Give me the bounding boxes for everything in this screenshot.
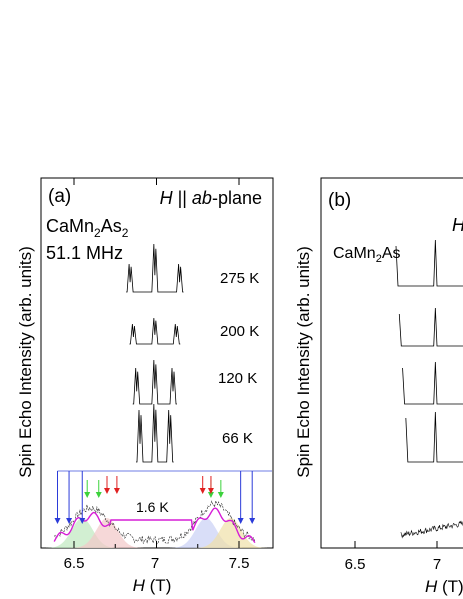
- temperature-label-66K: 66 K: [222, 430, 253, 447]
- xtick-label-7p5: 7.5: [229, 555, 250, 572]
- x-axis-label-b: H (T): [425, 577, 463, 596]
- field-direction-label: H || ab-plane: [160, 188, 262, 208]
- x-axis-ticks-b: [354, 541, 438, 548]
- low-temperature-shaded-lines: [45, 518, 268, 548]
- arrow-head-green-2: [207, 492, 214, 498]
- xtick-label-7: 7: [151, 555, 159, 572]
- arrow-head-green-1: [95, 492, 102, 498]
- panel-a: (a) H || ab-plane CaMn2As2 51.1 MHz 275 …: [16, 177, 274, 595]
- xtick-label-6p5: 6.5: [64, 555, 85, 572]
- x-axis-label: H (T): [133, 576, 172, 595]
- spectrum-curves-b: [395, 239, 463, 539]
- shaded-line-0: [45, 518, 119, 548]
- arrow-head-red-1: [113, 488, 120, 494]
- frequency-label: 51.1 MHz: [46, 243, 123, 263]
- spectrum-b-2: [402, 361, 463, 405]
- arrow-head-red-0: [104, 488, 110, 494]
- x-axis-ticks: [73, 178, 240, 548]
- arrow-head-blue-2: [79, 518, 86, 524]
- arrow-head-blue-0: [54, 518, 61, 524]
- panel-b: (b) H CaMn2As 6.5 7 H (T) Spin Echo Inte…: [294, 177, 463, 596]
- xtick-label-b-6p5: 6.5: [345, 556, 366, 573]
- spectrum-66K: [136, 403, 174, 463]
- spectrum-curves: [53, 243, 256, 545]
- panel-b-label: (b): [328, 190, 351, 211]
- spectrum-200K: [129, 317, 181, 345]
- spectrum-1p6K: [53, 499, 256, 545]
- arrow-head-red-3: [207, 488, 214, 494]
- y-axis-label: Spin Echo Intensity (arb. units): [16, 246, 35, 478]
- arrow-head-blue-4: [249, 518, 256, 524]
- arrow-head-blue-1: [66, 518, 73, 524]
- xtick-label-b-7: 7: [433, 556, 441, 573]
- peak-arrows: [54, 470, 272, 524]
- arrow-head-red-2: [199, 488, 206, 494]
- spectrum-b-1: [398, 307, 463, 347]
- spectrum-b-0: [395, 239, 463, 287]
- panel-b-frame: [320, 177, 463, 549]
- arrow-head-green-0: [84, 492, 91, 498]
- shaded-line-1: [70, 518, 144, 548]
- fit-1p6K: [53, 507, 256, 544]
- temperature-label-275K: 275 K: [220, 270, 259, 287]
- shaded-line-2: [169, 518, 243, 548]
- compound-label-b: CaMn2As: [333, 245, 400, 265]
- arrow-head-green-3: [217, 492, 224, 498]
- arrow-head-blue-3: [237, 518, 244, 524]
- panel-a-label: (a): [48, 186, 71, 207]
- temperature-label-200K: 200 K: [220, 323, 259, 340]
- field-direction-label-b: H: [452, 215, 463, 235]
- shaded-line-3: [194, 518, 268, 548]
- temperature-label-1p6K: 1.6 K: [136, 499, 169, 515]
- temperature-label-120K: 120 K: [218, 370, 257, 387]
- compound-label: CaMn2As2: [46, 216, 129, 240]
- y-axis-label-b: Spin Echo Intensity (arb. units): [294, 246, 313, 478]
- spectrum-120K: [132, 359, 177, 405]
- spectrum-b-lowT: [400, 520, 463, 539]
- spectrum-b-3: [405, 411, 463, 463]
- spectrum-275K: [126, 243, 184, 293]
